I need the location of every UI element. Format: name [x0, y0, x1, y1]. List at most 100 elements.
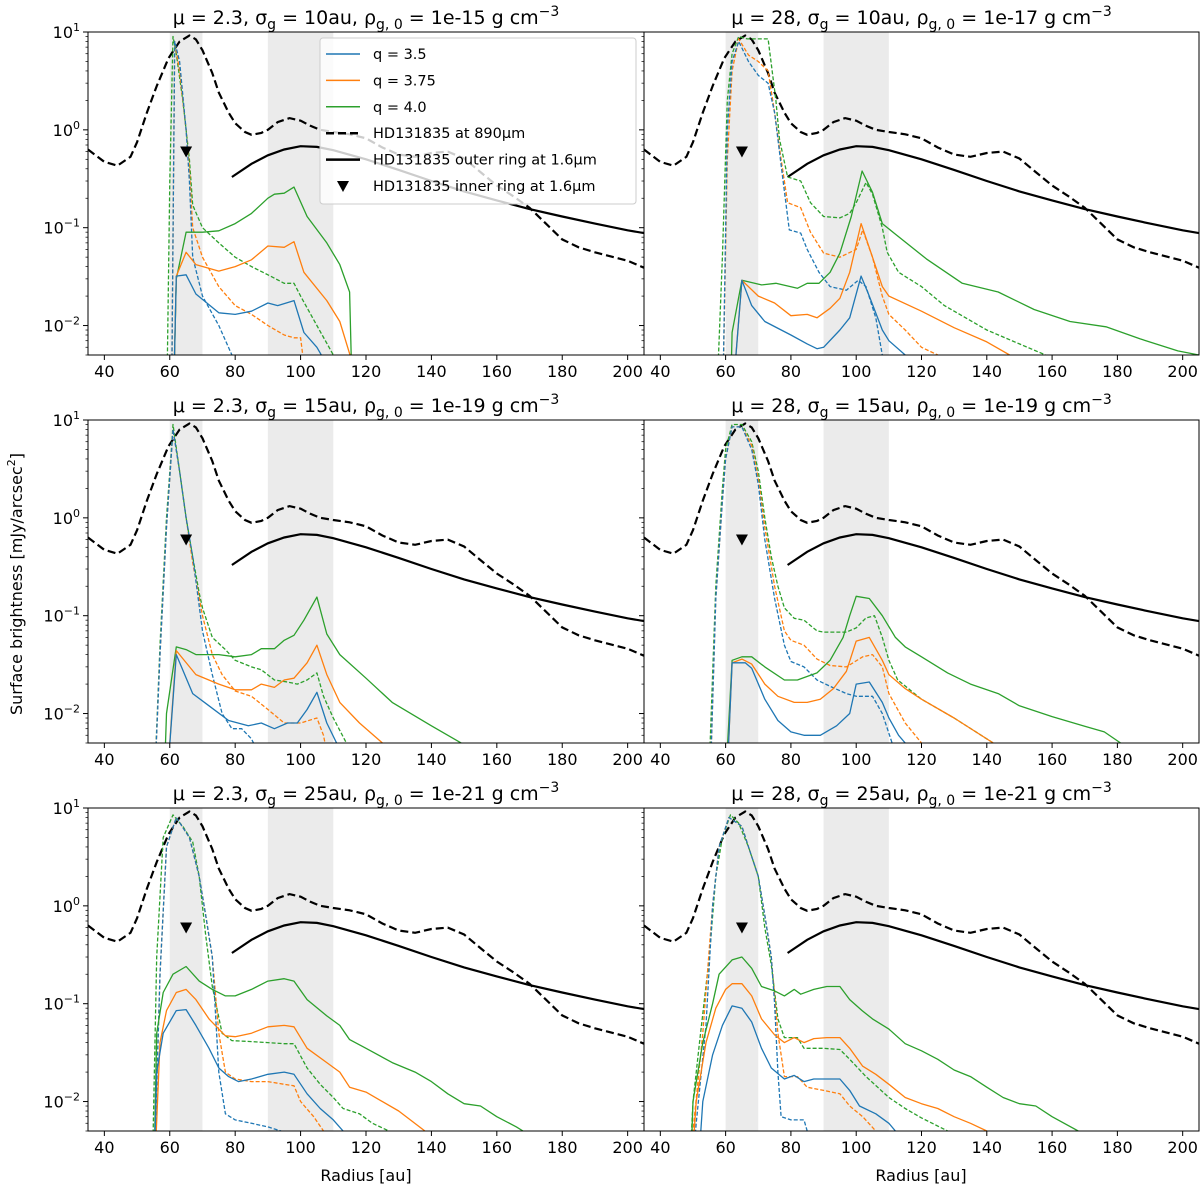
x-tick-label: 100: [841, 1138, 872, 1157]
legend-label: q = 3.75: [373, 73, 436, 89]
model-q4.0-solid: [164, 596, 463, 743]
obs-outer-ring-line: [786, 921, 1199, 1011]
x-tick-label: 180: [547, 362, 578, 381]
model-q4.0-dashed: [152, 814, 390, 1131]
model-q3.75-solid: [169, 644, 383, 743]
x-axis-label-right: Radius [au]: [875, 1166, 966, 1185]
x-tick-label: 140: [972, 750, 1003, 769]
model-q4.0-dashed: [690, 814, 948, 1131]
x-tick-label: 120: [351, 1138, 382, 1157]
obs-inner-ring-marker: [735, 922, 748, 934]
obs-inner-ring-marker: [735, 534, 748, 546]
y-tick-label: 100: [53, 895, 80, 916]
x-tick-label: 120: [906, 1138, 937, 1157]
panel-6: 40 60 80 100 120 140 160 180 200 μ = 28, σg = 25a…: [639, 780, 1200, 1157]
legend-label: HD131835 at 890μm: [373, 126, 525, 142]
x-tick-label: 80: [781, 1138, 801, 1157]
obs-outer-ring-line: [231, 921, 644, 1011]
x-tick-label: 140: [416, 362, 447, 381]
model-q4.0-solid: [173, 186, 352, 355]
y-tick-label: 10−2: [43, 1091, 80, 1112]
x-tick-label: 160: [1037, 1138, 1068, 1157]
obs-890um-line: [644, 34, 1199, 269]
y-tick-label: 101: [53, 21, 80, 42]
model-q3.75-dashed: [171, 40, 304, 355]
legend-marker-triangle-icon: [337, 181, 349, 192]
model-q4.0-dashed: [717, 35, 1046, 355]
x-tick-label: 40: [94, 1138, 114, 1157]
legend-label: q = 4.0: [373, 100, 427, 116]
y-tick-label: 101: [53, 797, 80, 818]
x-tick-label: 40: [650, 362, 670, 381]
x-tick-label: 60: [160, 362, 180, 381]
x-tick-label: 100: [285, 1138, 316, 1157]
shaded-region: [169, 808, 203, 1131]
x-tick-label: 140: [972, 362, 1003, 381]
x-tick-label: 60: [160, 1138, 180, 1157]
model-q3.75-solid: [735, 222, 1010, 355]
model-q3.75-solid: [727, 636, 994, 743]
obs-inner-ring-marker: [180, 922, 193, 934]
obs-outer-ring-line: [786, 145, 1199, 235]
x-tick-label: 140: [416, 750, 447, 769]
x-tick-label: 160: [1037, 750, 1068, 769]
x-tick-label: 140: [972, 1138, 1003, 1157]
x-tick-label: 180: [1102, 1138, 1133, 1157]
legend-box: [319, 37, 637, 205]
x-tick-label: 100: [285, 750, 316, 769]
x-tick-label: 160: [482, 1138, 513, 1157]
obs-890um-line: [644, 810, 1199, 1045]
x-tick-label: 120: [351, 750, 382, 769]
x-tick-label: 120: [906, 362, 937, 381]
shaded-region: [823, 420, 889, 743]
panel-5: 40 60 80 100 120 140 160 180 200 101 100 10−1 10−2 μ …: [43, 780, 645, 1157]
model-q3.5-solid: [173, 274, 323, 355]
x-tick-label: 60: [160, 750, 180, 769]
x-tick-label: 120: [351, 362, 382, 381]
panel-title: μ = 2.3, σg = 10au, ρg, 0 = 1e-15 g cm−3: [173, 4, 560, 33]
y-tick-label: 10−1: [43, 993, 80, 1014]
model-q3.5-solid: [727, 662, 906, 743]
model-q4.0-dashed: [709, 423, 994, 743]
shaded-region: [725, 808, 759, 1131]
plot-area: [644, 420, 1199, 743]
model-q4.0-solid: [727, 595, 1121, 743]
x-tick-label: 60: [715, 362, 735, 381]
x-tick-label: 60: [715, 1138, 735, 1157]
y-tick-label: 10−2: [43, 315, 80, 336]
x-tick-label: 40: [650, 750, 670, 769]
legend-label: HD131835 outer ring at 1.6μm: [373, 153, 597, 169]
obs-outer-ring-line: [786, 533, 1199, 623]
model-q3.5-solid: [735, 275, 906, 355]
shaded-region: [267, 420, 334, 743]
panel-title: μ = 28, σg = 15au, ρg, 0 = 1e-19 g cm−3: [731, 392, 1112, 421]
obs-890um-line: [88, 422, 644, 657]
obs-890um-line: [88, 810, 644, 1045]
model-q3.5-dashed: [171, 40, 233, 355]
x-tick-label: 100: [841, 362, 872, 381]
obs-inner-ring-marker: [180, 534, 193, 546]
x-tick-label: 40: [94, 750, 114, 769]
x-tick-label: 160: [1037, 362, 1068, 381]
shaded-region: [267, 808, 334, 1131]
x-tick-label: 160: [482, 362, 513, 381]
x-tick-label: 140: [416, 1138, 447, 1157]
y-tick-label: 10−1: [43, 217, 80, 238]
plot-area: [644, 808, 1199, 1131]
x-tick-label: 180: [547, 750, 578, 769]
x-tick-label: 160: [482, 750, 513, 769]
y-tick-label: 10−1: [43, 605, 80, 626]
x-tick-label: 80: [225, 1138, 245, 1157]
x-tick-label: 80: [781, 362, 801, 381]
x-tick-label: 200: [612, 750, 643, 769]
model-q4.0-dashed: [166, 35, 335, 355]
x-tick-label: 180: [1102, 362, 1133, 381]
plot-area: [88, 420, 644, 743]
x-tick-label: 200: [1167, 750, 1198, 769]
y-tick-label: 10−2: [43, 703, 80, 724]
panel-2: 40 60 80 100 120 140 160 180 200 μ = 28, σg = 10a…: [639, 4, 1200, 381]
x-tick-label: 80: [781, 750, 801, 769]
x-tick-label: 100: [285, 362, 316, 381]
x-tick-label: 80: [225, 750, 245, 769]
